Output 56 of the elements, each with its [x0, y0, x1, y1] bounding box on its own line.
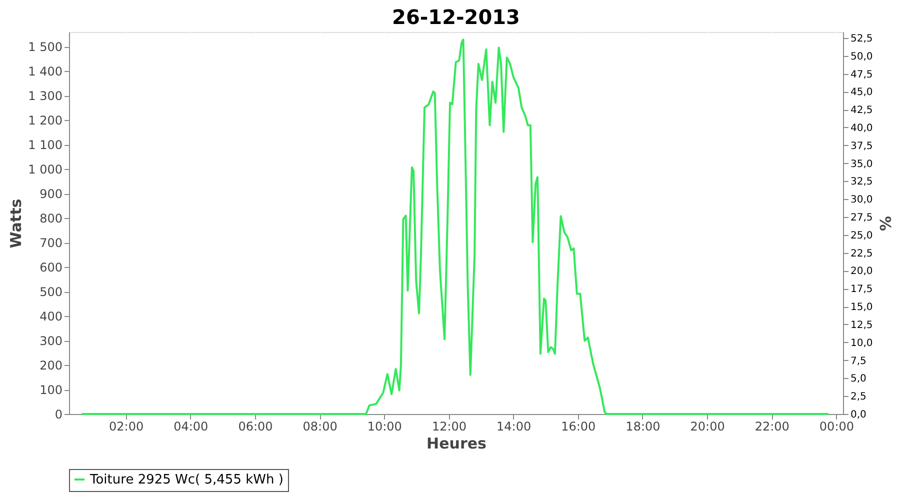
x-tick-label: 20:00	[690, 420, 725, 434]
y2-axis-title: %	[876, 216, 894, 232]
x-tick-label: 16:00	[561, 420, 596, 434]
y-tick-label: 400	[40, 310, 62, 324]
x-tick-label: 04:00	[174, 420, 208, 434]
y-axis-title: Watts	[7, 198, 26, 248]
y2-tick-label: 0,0	[850, 410, 866, 420]
y-tick-label: 500	[40, 285, 62, 300]
legend-label: Toiture 2925 Wc( 5,455 kWh )	[89, 472, 284, 488]
y-tick-label: 1 400	[28, 64, 62, 79]
line-series	[80, 38, 830, 415]
y2-tick-label: 10,0	[850, 338, 873, 349]
y2-tick-label: 20,0	[850, 266, 873, 278]
x-tick-label: 00:00	[819, 420, 854, 434]
y-tick-label: 1 000	[28, 162, 62, 177]
y2-tick-label: 15,0	[850, 302, 873, 314]
x-tick-label: 06:00	[238, 420, 273, 434]
y-tick-label: 300	[40, 334, 62, 348]
y2-tick-label: 50,0	[850, 51, 873, 62]
y2-tick-label: 7,5	[850, 356, 866, 367]
y-tick-label: 100	[40, 383, 62, 398]
y2-tick-label: 45,0	[850, 87, 873, 98]
y2-tick-label: 27,5	[850, 212, 873, 224]
x-axis-title: Heures	[426, 434, 487, 452]
chart-title: 26-12-2013	[392, 5, 520, 29]
y2-tick-label: 17,5	[850, 284, 873, 296]
x-tick-label: 18:00	[626, 420, 660, 434]
x-tick-label: 02:00	[109, 420, 144, 434]
y-tick-label: 900	[40, 187, 62, 202]
y-tick-label: 800	[40, 212, 62, 226]
y-tick-label: 1 100	[28, 138, 62, 152]
y2-tick-label: 47,5	[850, 69, 873, 80]
x-tick-label: 14:00	[496, 420, 532, 434]
y2-tick-label: 42,5	[850, 105, 873, 116]
y2-tick-label: 2,5	[850, 392, 866, 403]
y2-tick-label: 52,5	[850, 33, 873, 44]
y2-tick-label: 25,0	[850, 230, 873, 242]
x-tick-label: 22:00	[754, 420, 790, 434]
y2-tick-label: 5,0	[850, 374, 866, 385]
y2-tick-label: 32,5	[850, 176, 873, 188]
x-tick-label: 08:00	[302, 420, 338, 434]
y-tick-label: 700	[40, 236, 62, 250]
y-tick-label: 1 200	[28, 114, 62, 128]
y2-tick-label: 40,0	[850, 122, 873, 134]
y2-tick-label: 35,0	[850, 158, 873, 170]
x-tick-label: 12:00	[432, 420, 467, 434]
y2-tick-label: 30,0	[850, 194, 873, 206]
y-tick-label: 0	[54, 408, 62, 422]
y-tick-label: 200	[40, 358, 62, 373]
y-tick-label: 600	[40, 260, 62, 275]
y-tick-label: 1 500	[28, 40, 62, 54]
x-tick-label: 10:00	[367, 420, 402, 434]
y2-tick-label: 37,5	[850, 140, 873, 152]
y2-tick-label: 12,5	[850, 320, 873, 331]
y2-tick-label: 22,5	[850, 248, 873, 260]
y-tick-label: 1 300	[28, 89, 62, 104]
